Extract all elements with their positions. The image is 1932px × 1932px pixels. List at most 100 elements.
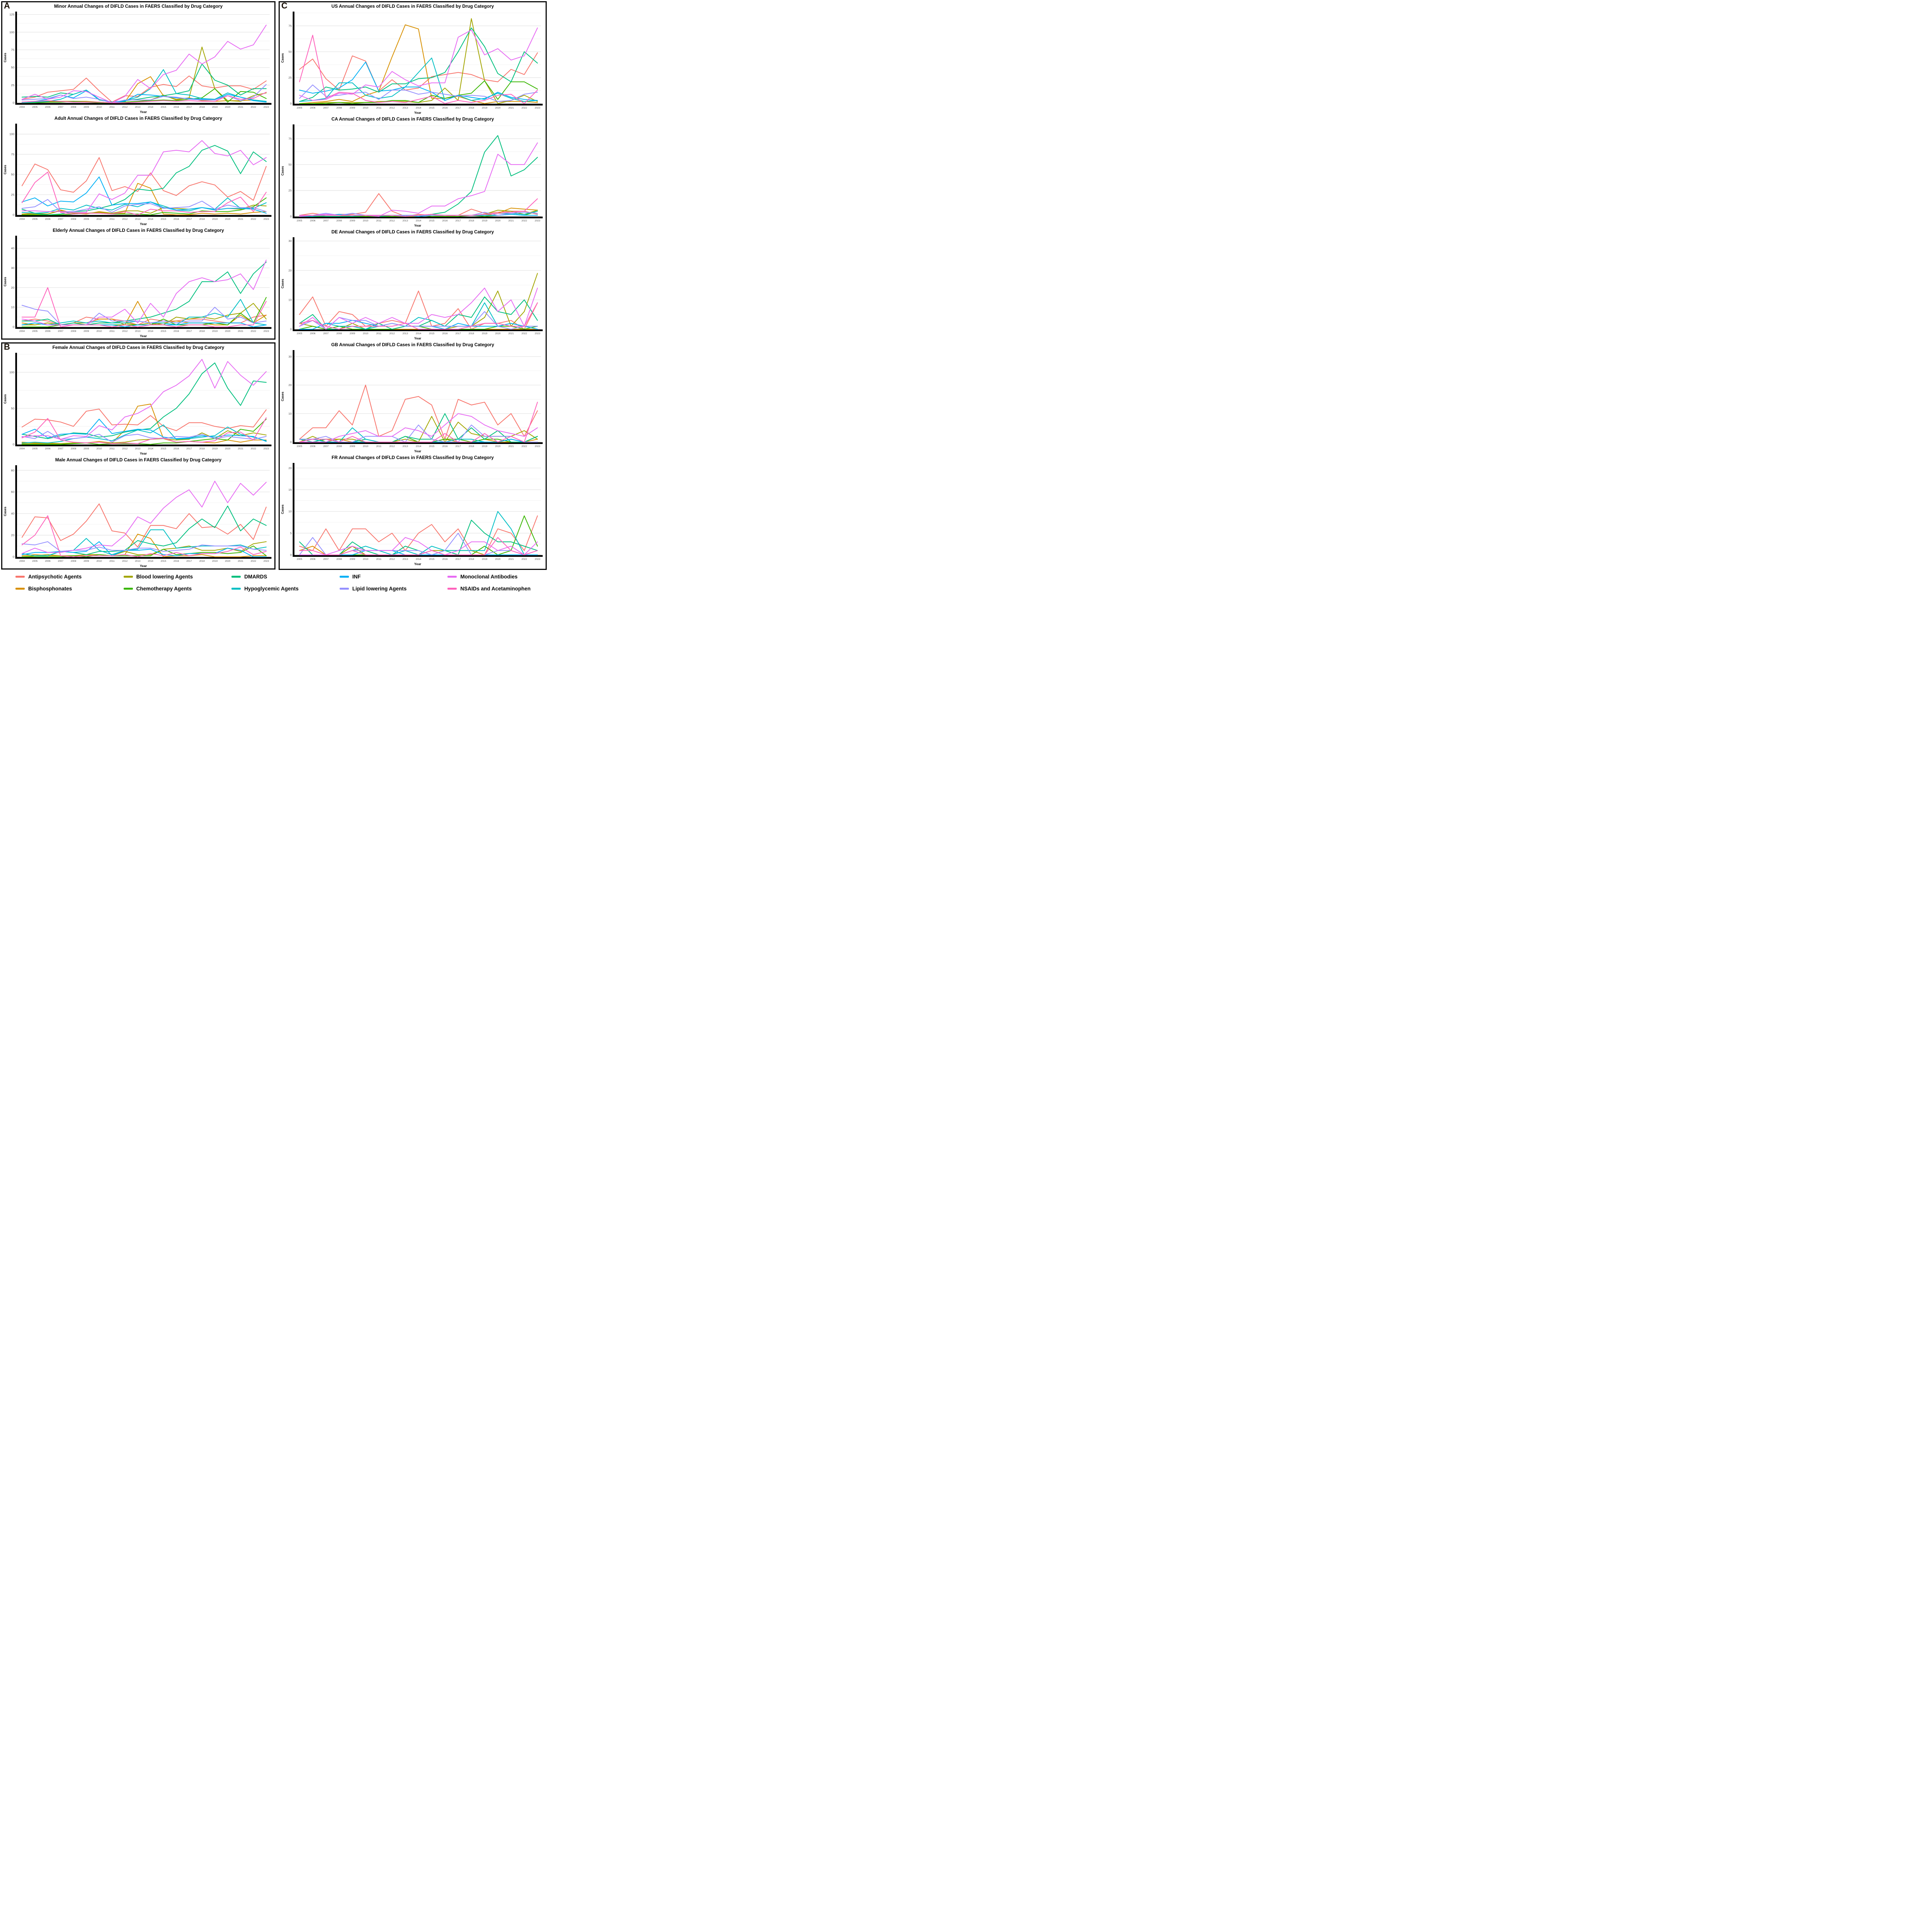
svg-text:50: 50 (11, 173, 14, 176)
legend-label: Antipsychotic Agents (28, 574, 82, 580)
svg-text:2013: 2013 (403, 558, 408, 561)
svg-text:Cases: Cases (3, 53, 7, 62)
svg-text:10: 10 (11, 306, 14, 309)
legend-item-inf: INF (328, 574, 436, 580)
left-column: A Minor Annual Changes of DIFLD Cases in… (1, 1, 276, 570)
svg-text:2019: 2019 (212, 330, 218, 333)
chart-ca-plot: 0 25 50 75 2005 2006 2007 2008 2009 2010 2011 2012 2… (280, 122, 546, 228)
svg-text:2015: 2015 (161, 218, 167, 221)
svg-text:2019: 2019 (212, 218, 218, 221)
svg-text:2007: 2007 (323, 445, 329, 448)
svg-text:5: 5 (290, 531, 292, 535)
svg-text:2015: 2015 (161, 447, 167, 450)
svg-text:2016: 2016 (442, 445, 448, 448)
svg-text:2009: 2009 (83, 330, 89, 333)
svg-text:2017: 2017 (456, 332, 461, 335)
svg-text:2021: 2021 (508, 558, 514, 561)
svg-text:2014: 2014 (148, 330, 154, 333)
svg-text:2019: 2019 (212, 106, 218, 109)
chart-male-title: Male Annual Changes of DIFLD Cases in FA… (55, 457, 222, 463)
svg-text:2017: 2017 (186, 560, 192, 563)
svg-text:0: 0 (290, 440, 292, 444)
svg-text:15: 15 (289, 488, 292, 492)
legend-item-blood-lowering: Blood lowering Agents (112, 574, 220, 580)
chart-elderly-plot: 0 10 20 30 40 2004 2005 2006 2007 2008 2009 2010 201… (2, 234, 274, 338)
svg-text:75: 75 (289, 24, 292, 27)
svg-text:2020: 2020 (495, 445, 501, 448)
svg-text:2008: 2008 (71, 447, 77, 450)
panel-A: A Minor Annual Changes of DIFLD Cases in… (1, 1, 276, 340)
svg-text:2009: 2009 (350, 219, 355, 222)
svg-text:2019: 2019 (212, 447, 218, 450)
svg-text:0: 0 (290, 215, 292, 218)
svg-text:10: 10 (289, 412, 292, 415)
svg-text:2017: 2017 (186, 330, 192, 333)
svg-text:2016: 2016 (442, 107, 448, 109)
blood-lowering-line-swatch-icon (123, 576, 133, 578)
svg-text:40: 40 (11, 247, 14, 250)
svg-text:2016: 2016 (173, 560, 179, 563)
svg-text:2017: 2017 (456, 219, 461, 222)
svg-text:2010: 2010 (363, 558, 369, 561)
svg-text:2009: 2009 (350, 558, 355, 561)
svg-text:2022: 2022 (522, 445, 527, 448)
svg-text:2007: 2007 (323, 107, 329, 109)
svg-text:2012: 2012 (389, 219, 395, 222)
svg-text:2009: 2009 (350, 107, 355, 109)
svg-text:2012: 2012 (389, 107, 395, 109)
svg-text:2020: 2020 (495, 332, 501, 335)
svg-text:2023: 2023 (535, 332, 541, 335)
panel-A-label: A (4, 1, 10, 10)
svg-text:2022: 2022 (251, 560, 257, 563)
svg-text:2005: 2005 (297, 332, 303, 335)
svg-text:10: 10 (289, 298, 292, 301)
svg-text:2015: 2015 (161, 330, 167, 333)
svg-text:2018: 2018 (199, 106, 205, 109)
svg-text:2008: 2008 (337, 558, 342, 561)
svg-text:2008: 2008 (71, 560, 77, 563)
legend-label: Hypoglycemic Agents (244, 586, 299, 592)
svg-text:2015: 2015 (161, 560, 167, 563)
svg-text:2013: 2013 (135, 330, 141, 333)
legend-label: Bisphosphonates (28, 586, 72, 592)
svg-text:2005: 2005 (297, 558, 303, 561)
svg-text:Year: Year (414, 111, 422, 115)
svg-text:2019: 2019 (482, 332, 488, 335)
svg-text:2020: 2020 (225, 560, 231, 563)
svg-text:2005: 2005 (32, 218, 38, 221)
svg-text:20: 20 (289, 269, 292, 272)
svg-text:2010: 2010 (96, 218, 102, 221)
svg-text:Cases: Cases (281, 504, 284, 514)
svg-text:2004: 2004 (19, 560, 25, 563)
svg-text:0: 0 (290, 553, 292, 557)
panel-B: B Female Annual Changes of DIFLD Cases i… (1, 342, 276, 570)
svg-text:10: 10 (289, 510, 292, 513)
svg-text:2018: 2018 (199, 447, 205, 450)
chart-male: Male Annual Changes of DIFLD Cases in FA… (2, 456, 274, 568)
chart-ca-title: CA Annual Changes of DIFLD Cases in FAER… (331, 116, 494, 122)
svg-text:2018: 2018 (469, 558, 474, 561)
chart-elderly: Elderly Annual Changes of DIFLD Cases in… (2, 226, 274, 338)
panel-B-label: B (4, 342, 10, 352)
svg-text:2009: 2009 (83, 560, 89, 563)
svg-text:30: 30 (289, 239, 292, 243)
svg-text:2021: 2021 (508, 107, 514, 109)
svg-text:2006: 2006 (310, 445, 316, 448)
svg-text:2012: 2012 (122, 218, 128, 221)
svg-text:2011: 2011 (376, 219, 381, 222)
figure-columns: A Minor Annual Changes of DIFLD Cases in… (0, 0, 548, 570)
svg-text:2007: 2007 (323, 558, 329, 561)
svg-text:2012: 2012 (122, 106, 128, 109)
svg-text:2020: 2020 (495, 558, 501, 561)
svg-text:2005: 2005 (297, 445, 303, 448)
svg-text:2013: 2013 (135, 106, 141, 109)
svg-text:2019: 2019 (482, 558, 488, 561)
svg-text:2015: 2015 (429, 558, 435, 561)
svg-text:2005: 2005 (297, 219, 303, 222)
legend-label: INF (352, 574, 361, 580)
svg-text:2020: 2020 (495, 219, 501, 222)
svg-text:2017: 2017 (456, 558, 461, 561)
monoclonal-line-swatch-icon (447, 576, 457, 578)
svg-text:2014: 2014 (416, 332, 422, 335)
svg-text:2019: 2019 (212, 560, 218, 563)
